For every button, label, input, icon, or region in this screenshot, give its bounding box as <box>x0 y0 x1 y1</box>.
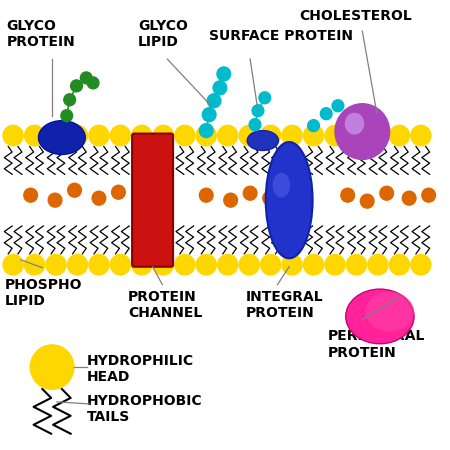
Text: CHOLESTEROL: CHOLESTEROL <box>299 9 412 23</box>
Circle shape <box>195 125 217 147</box>
Circle shape <box>92 191 106 205</box>
Circle shape <box>281 125 303 147</box>
Circle shape <box>202 108 216 122</box>
Ellipse shape <box>266 142 313 258</box>
Circle shape <box>88 125 110 147</box>
Circle shape <box>238 125 260 147</box>
Circle shape <box>332 100 344 112</box>
Circle shape <box>64 94 76 106</box>
Circle shape <box>2 254 24 276</box>
Circle shape <box>24 254 45 276</box>
Circle shape <box>217 254 239 276</box>
Text: HYDROPHOBIC
TAILS: HYDROPHOBIC TAILS <box>87 394 203 424</box>
Circle shape <box>131 254 153 276</box>
Circle shape <box>324 125 346 147</box>
Circle shape <box>81 72 92 84</box>
Text: INTEGRAL
PROTEIN: INTEGRAL PROTEIN <box>245 290 323 320</box>
Circle shape <box>153 125 174 147</box>
Circle shape <box>335 104 390 159</box>
Circle shape <box>199 188 213 202</box>
Circle shape <box>224 193 238 207</box>
Circle shape <box>45 125 67 147</box>
Text: SURFACE PROTEIN: SURFACE PROTEIN <box>209 29 353 43</box>
Text: GLYCO
LIPID: GLYCO LIPID <box>138 19 188 50</box>
Text: PHOSPHO
LIPID: PHOSPHO LIPID <box>4 278 82 308</box>
Circle shape <box>252 105 264 117</box>
Circle shape <box>303 125 324 147</box>
Ellipse shape <box>247 130 279 150</box>
FancyBboxPatch shape <box>132 134 173 267</box>
Circle shape <box>260 125 281 147</box>
Circle shape <box>341 188 355 202</box>
Text: PROTEIN
CHANNEL: PROTEIN CHANNEL <box>128 290 202 320</box>
Circle shape <box>380 186 394 200</box>
Text: PERIPHERAL
PROTEIN: PERIPHERAL PROTEIN <box>328 329 426 360</box>
Circle shape <box>367 125 389 147</box>
Circle shape <box>346 254 367 276</box>
Circle shape <box>153 254 174 276</box>
Circle shape <box>112 185 125 199</box>
Circle shape <box>2 125 24 147</box>
Circle shape <box>174 125 195 147</box>
Circle shape <box>71 80 82 92</box>
Circle shape <box>308 120 320 131</box>
Ellipse shape <box>38 121 86 154</box>
Circle shape <box>263 191 276 205</box>
Circle shape <box>217 125 239 147</box>
Circle shape <box>389 125 410 147</box>
Circle shape <box>174 254 195 276</box>
Circle shape <box>320 108 332 120</box>
Circle shape <box>410 125 432 147</box>
Circle shape <box>281 254 303 276</box>
Circle shape <box>402 191 416 205</box>
Circle shape <box>61 110 72 122</box>
Circle shape <box>324 254 346 276</box>
Ellipse shape <box>273 173 290 198</box>
Circle shape <box>259 92 270 104</box>
Circle shape <box>67 254 88 276</box>
Circle shape <box>243 186 257 200</box>
Circle shape <box>31 345 74 389</box>
Circle shape <box>303 254 324 276</box>
Circle shape <box>367 254 389 276</box>
Circle shape <box>110 125 131 147</box>
Circle shape <box>24 188 37 202</box>
Circle shape <box>45 254 67 276</box>
Circle shape <box>67 125 88 147</box>
Circle shape <box>195 254 217 276</box>
Circle shape <box>88 254 110 276</box>
Circle shape <box>24 125 45 147</box>
Circle shape <box>260 254 281 276</box>
Text: GLYCO
PROTEIN: GLYCO PROTEIN <box>6 19 75 50</box>
Circle shape <box>422 188 436 202</box>
Circle shape <box>410 254 432 276</box>
Ellipse shape <box>365 292 414 331</box>
Circle shape <box>68 183 81 197</box>
Circle shape <box>217 67 231 81</box>
Circle shape <box>213 81 227 95</box>
Circle shape <box>48 193 62 207</box>
Circle shape <box>238 254 260 276</box>
Circle shape <box>207 94 221 108</box>
Ellipse shape <box>345 112 364 135</box>
Circle shape <box>360 194 374 208</box>
Circle shape <box>346 125 367 147</box>
Circle shape <box>389 254 410 276</box>
Circle shape <box>110 254 131 276</box>
Text: HYDROPHILIC
HEAD: HYDROPHILIC HEAD <box>87 354 194 384</box>
Circle shape <box>131 125 153 147</box>
Circle shape <box>87 77 99 89</box>
Circle shape <box>199 124 213 138</box>
Circle shape <box>249 119 261 130</box>
Ellipse shape <box>346 289 414 344</box>
